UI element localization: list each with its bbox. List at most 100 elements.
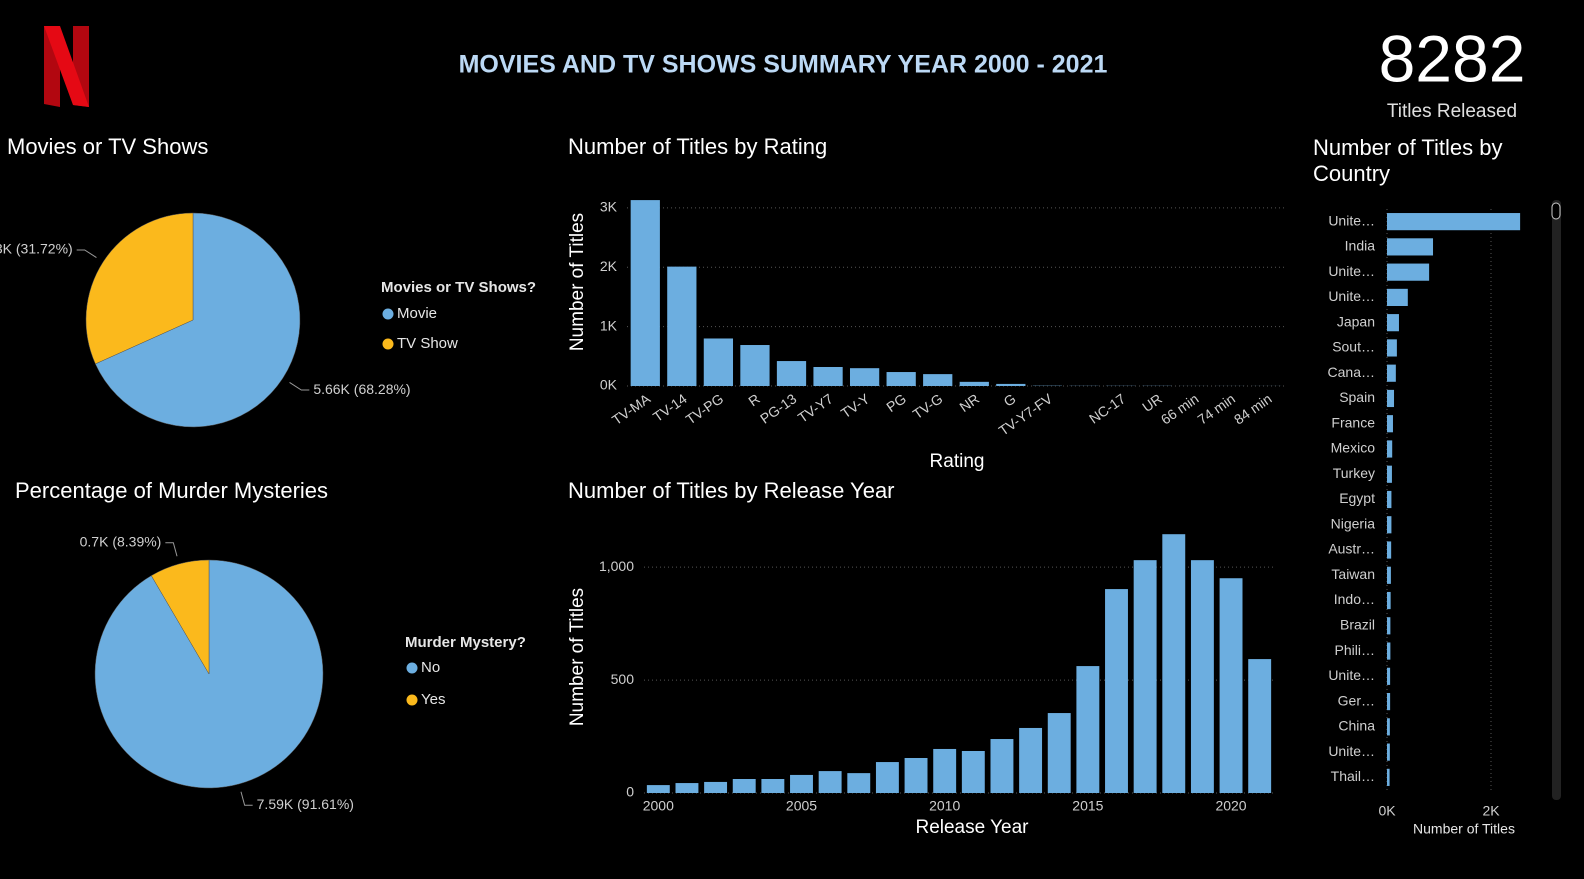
bar xyxy=(1387,516,1392,534)
bar xyxy=(732,778,756,793)
y-tick-label: Cana… xyxy=(1328,364,1375,380)
legend-title: Movies or TV Shows? xyxy=(381,279,536,296)
data-label: 7.59K (91.61%) xyxy=(257,796,354,812)
data-label: 2.63K (31.72%) xyxy=(0,241,73,257)
x-tick-label: 84 min xyxy=(1231,390,1275,427)
bar xyxy=(1387,667,1391,685)
x-tick-label: TV-MA xyxy=(609,390,654,428)
bar xyxy=(630,200,660,386)
bar xyxy=(961,750,985,793)
bar xyxy=(1190,560,1214,793)
x-tick-label: 0K xyxy=(1378,803,1396,819)
pie-slice xyxy=(85,212,194,365)
bar xyxy=(1387,415,1393,433)
chart-title: Percentage of Murder Mysteries xyxy=(15,478,328,503)
y-tick-label: Austr… xyxy=(1328,541,1375,557)
x-tick-label: 2015 xyxy=(1072,798,1103,814)
bar xyxy=(1387,642,1391,660)
y-tick-label: Nigeria xyxy=(1331,515,1376,531)
bar xyxy=(818,771,842,793)
x-tick-label: R xyxy=(745,390,762,409)
x-tick-label: TV-PG xyxy=(683,390,727,427)
y-tick-label: Japan xyxy=(1337,313,1375,329)
bar xyxy=(813,366,843,386)
legend-label: No xyxy=(421,659,440,676)
x-axis-label: Release Year xyxy=(915,817,1029,838)
x-tick-label: PG-13 xyxy=(757,390,799,426)
bar xyxy=(1387,364,1396,382)
y-tick-label: 1,000 xyxy=(599,558,634,574)
y-tick-label: 0K xyxy=(600,377,618,393)
bar xyxy=(847,773,871,793)
bar xyxy=(886,372,916,386)
bar xyxy=(761,778,785,793)
bar xyxy=(1387,718,1390,736)
dashboard-title: MOVIES AND TV SHOWS SUMMARY YEAR 2000 - … xyxy=(459,51,1108,79)
bar xyxy=(1387,440,1393,458)
x-tick-label: 2020 xyxy=(1215,798,1246,814)
x-tick-label: 2005 xyxy=(786,798,817,814)
chart-title: Number of Titles by Rating xyxy=(568,134,827,159)
y-tick-label: India xyxy=(1345,238,1376,254)
bar xyxy=(1219,578,1243,793)
leader-line xyxy=(76,249,97,258)
legend-title: Murder Mystery? xyxy=(405,634,526,651)
y-tick-label: Brazil xyxy=(1340,617,1375,633)
bar xyxy=(990,739,1014,793)
bar xyxy=(1387,314,1399,332)
bar xyxy=(1387,591,1391,610)
bar xyxy=(1387,339,1397,357)
bar xyxy=(704,781,728,793)
x-tick-label: 2010 xyxy=(929,798,960,814)
legend-label: Yes xyxy=(421,691,445,708)
y-tick-label: Taiwan xyxy=(1331,566,1375,582)
y-tick-label: Unite… xyxy=(1328,212,1375,228)
bar xyxy=(1133,560,1157,793)
x-tick-label: NR xyxy=(956,390,982,415)
y-tick-label: Thail… xyxy=(1331,768,1375,784)
legend-marker xyxy=(382,308,394,320)
y-tick-label: 2K xyxy=(600,258,618,274)
scrollbar[interactable] xyxy=(1551,200,1561,800)
bar xyxy=(1387,768,1390,786)
legend-label: TV Show xyxy=(397,335,458,352)
logo xyxy=(44,26,89,107)
bar xyxy=(1387,213,1521,231)
bar xyxy=(776,361,807,386)
x-tick-label: 66 min xyxy=(1158,390,1202,427)
bar xyxy=(1387,490,1392,509)
chart-title: Number of Titles by Country xyxy=(1313,135,1503,186)
x-tick-label: PG xyxy=(883,390,909,415)
y-tick-label: Spain xyxy=(1339,389,1375,405)
bar xyxy=(667,266,697,386)
x-axis-label: Number of Titles xyxy=(1413,821,1515,837)
y-tick-label: 0 xyxy=(626,784,634,800)
x-tick-label: TV-Y7 xyxy=(795,390,836,426)
y-tick-label: 1K xyxy=(600,317,618,333)
bar xyxy=(1076,666,1100,793)
y-tick-label: Mexico xyxy=(1331,440,1376,456)
legend-marker xyxy=(406,662,418,674)
bar xyxy=(1387,263,1430,281)
bar xyxy=(1387,692,1391,711)
y-tick-label: Unite… xyxy=(1328,743,1375,759)
bar xyxy=(849,368,880,386)
bar xyxy=(703,338,734,386)
data-label: 0.7K (8.39%) xyxy=(80,533,162,549)
legend-marker xyxy=(382,338,394,350)
x-axis-label: Rating xyxy=(930,451,985,472)
chart-title: Number of Titles by Release Year xyxy=(568,478,895,503)
x-tick-label: G xyxy=(1001,390,1019,409)
x-tick-label: TV-14 xyxy=(650,390,690,425)
bar xyxy=(923,374,953,386)
y-tick-label: Egypt xyxy=(1339,490,1375,506)
leader-line xyxy=(289,382,310,391)
bar xyxy=(1047,713,1071,793)
x-tick-label: 2K xyxy=(1482,803,1500,819)
y-axis-label: Number of Titles xyxy=(567,213,588,351)
bar xyxy=(875,762,899,793)
y-tick-label: Unite… xyxy=(1328,288,1375,304)
bar xyxy=(790,774,813,793)
